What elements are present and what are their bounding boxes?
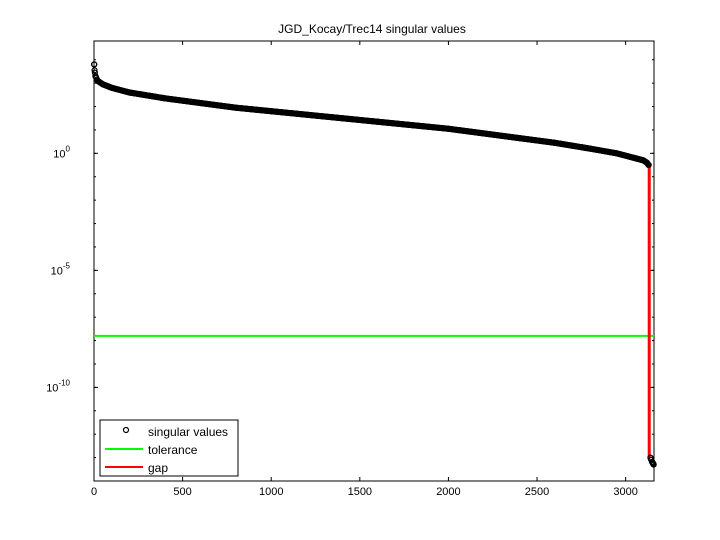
singular-value-point (613, 150, 620, 157)
y-tick-label-base: 10 (53, 148, 65, 160)
singular-value-point (650, 461, 657, 468)
singular-value-point (551, 139, 558, 146)
singular-value-point (126, 89, 133, 96)
x-axis-ticks: 0 500 1000 1500 2000 2500 3000 (91, 41, 638, 498)
y-tick-label: 10-10 (46, 378, 70, 394)
singular-value-point (91, 61, 98, 68)
singular-value-point (516, 135, 523, 142)
chart-title: JGD_Kocay/Trec14 singular values (278, 22, 466, 36)
x-tick-label: 1000 (259, 486, 283, 498)
x-tick-label: 2500 (525, 486, 549, 498)
singular-value-point (645, 161, 652, 169)
legend-label-singular-values: singular values (148, 425, 228, 439)
y-tick-label-exponent: 0 (66, 144, 71, 153)
legend-label-tolerance: tolerance (148, 443, 198, 457)
singular-value-point (339, 115, 346, 122)
x-tick-label: 2000 (436, 486, 460, 498)
singular-value-point (587, 145, 594, 152)
singular-value-point (480, 130, 487, 137)
singular-value-point (91, 67, 98, 74)
y-tick-label-exponent: -10 (58, 378, 70, 387)
singular-value-point (445, 125, 452, 132)
x-tick-label: 3000 (613, 486, 637, 498)
y-tick-label: 100 (53, 144, 70, 160)
singular-value-point (161, 95, 168, 102)
singular-value-point (99, 81, 106, 88)
y-tick-label-base: 10 (51, 265, 63, 277)
singular-value-point (91, 69, 98, 76)
singular-value-point (374, 118, 381, 125)
singular-value-point (631, 154, 638, 162)
x-tick-label: 500 (173, 486, 191, 498)
singular-value-point (303, 111, 310, 118)
singular-value-point (232, 104, 239, 111)
x-tick-label: 0 (91, 486, 97, 498)
plot-frame (93, 40, 655, 482)
singular-value-point (108, 84, 115, 91)
y-tick-label-base: 10 (46, 382, 58, 394)
singular-value-point (409, 122, 417, 129)
series-layer (91, 61, 657, 468)
singular-value-point (197, 99, 204, 107)
x-tick-label: 1500 (348, 486, 372, 498)
y-tick-label-exponent: -5 (63, 261, 71, 270)
singular-values-series (91, 61, 657, 468)
singular-value-point (268, 108, 275, 115)
legend-marker-singular-values (122, 426, 130, 434)
legend-label-gap: gap (148, 461, 168, 475)
singular-value-point (94, 77, 101, 84)
y-tick-label: 10-5 (51, 261, 71, 277)
legend: singular values tolerance gap (99, 419, 239, 477)
